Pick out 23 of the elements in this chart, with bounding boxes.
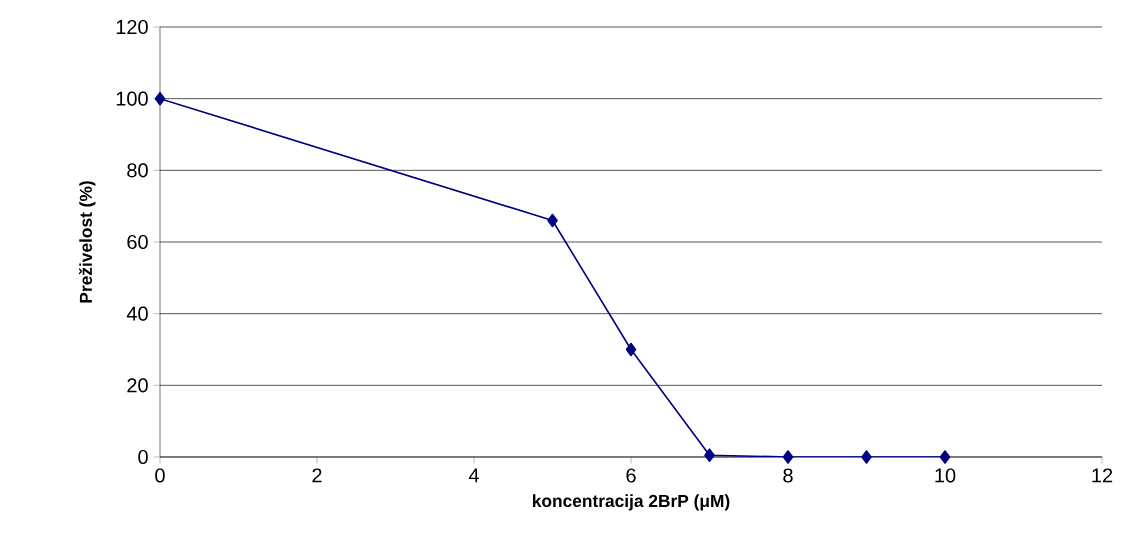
- point: [154, 91, 166, 106]
- x-tick-label: 4: [468, 468, 479, 483]
- y-axis-title: Preživelost (%): [78, 181, 96, 303]
- point: [625, 342, 637, 357]
- point: [782, 450, 794, 464]
- point: [939, 450, 951, 464]
- x-tick-label: 0: [155, 468, 165, 483]
- point: [861, 450, 872, 464]
- x-tick-label: 10: [935, 468, 956, 483]
- x-tick-label: 6: [626, 468, 636, 483]
- x-tick-label: 12: [1092, 468, 1113, 483]
- y-tick-label: 20: [127, 378, 148, 393]
- y-tick-label: 80: [127, 163, 148, 178]
- point: [704, 448, 715, 463]
- y-tick-label: 100: [116, 91, 148, 106]
- x-tick-label: 8: [783, 468, 793, 483]
- y-tick-label: 120: [116, 19, 148, 35]
- y-tick-label: 40: [126, 306, 148, 321]
- x-tick-label: 2: [312, 468, 322, 483]
- point: [547, 213, 558, 228]
- x-axis-title: koncentracija 2BrP (μM): [533, 494, 730, 511]
- y-tick-label: 60: [127, 234, 148, 250]
- y-tick-label: 0: [138, 449, 148, 465]
